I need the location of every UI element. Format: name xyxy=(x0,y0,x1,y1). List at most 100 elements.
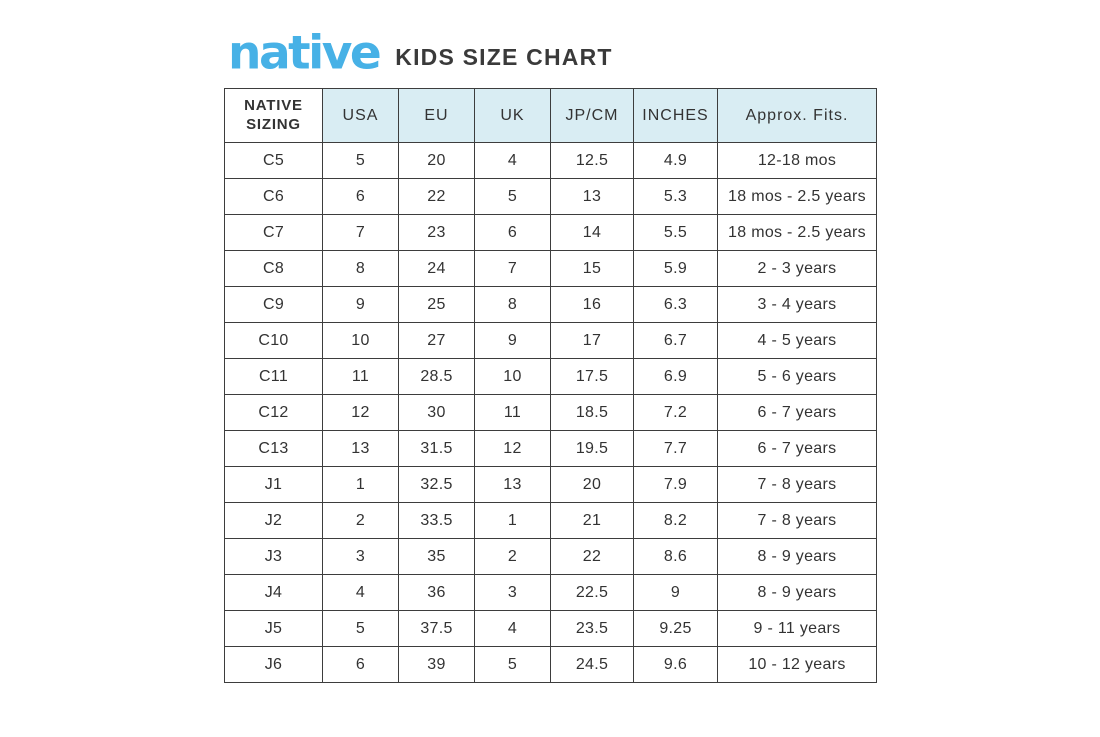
table-row: C13 13 31.5 12 19.5 7.7 6 - 7 years xyxy=(224,430,877,467)
table-cell: 9 xyxy=(633,574,718,611)
table-cell: 8 - 9 years xyxy=(717,574,877,611)
table-cell: 6.7 xyxy=(633,322,718,359)
table-cell: 4 xyxy=(322,574,399,611)
table-cell: 31.5 xyxy=(398,430,475,467)
table-cell: 6 xyxy=(322,178,399,215)
table-cell: 12 xyxy=(322,394,399,431)
size-code-cell: J6 xyxy=(224,646,323,683)
size-code-cell: J3 xyxy=(224,538,323,575)
table-cell: 24 xyxy=(398,250,475,287)
table-cell: 13 xyxy=(550,178,634,215)
table-cell: 10 xyxy=(322,322,399,359)
table-cell: 22.5 xyxy=(550,574,634,611)
table-cell: 11 xyxy=(474,394,551,431)
table-cell: 4 xyxy=(474,610,551,647)
table-row: C5 5 20 4 12.5 4.9 12-18 mos xyxy=(224,142,877,179)
table-cell: 15 xyxy=(550,250,634,287)
table-cell: 9.25 xyxy=(633,610,718,647)
table-cell: 20 xyxy=(550,466,634,503)
table-cell: 21 xyxy=(550,502,634,539)
table-row: J1 1 32.5 13 20 7.9 7 - 8 years xyxy=(224,466,877,503)
table-cell: 13 xyxy=(474,466,551,503)
size-code-cell: C6 xyxy=(224,178,323,215)
table-cell: 22 xyxy=(398,178,475,215)
table-cell: 8.6 xyxy=(633,538,718,575)
table-cell: 13 xyxy=(322,430,399,467)
table-cell: 3 - 4 years xyxy=(717,286,877,323)
table-cell: 3 xyxy=(474,574,551,611)
table-cell: 9 xyxy=(322,286,399,323)
table-cell: 25 xyxy=(398,286,475,323)
table-cell: 4 - 5 years xyxy=(717,322,877,359)
table-cell: 8 xyxy=(474,286,551,323)
table-cell: 16 xyxy=(550,286,634,323)
size-code-cell: C5 xyxy=(224,142,323,179)
size-code-cell: J4 xyxy=(224,574,323,611)
table-body: C5 5 20 4 12.5 4.9 12-18 mos C6 6 22 5 13 5.3 18 mos … xyxy=(224,142,877,683)
native-logo: native xyxy=(228,26,382,81)
table-cell: 7.9 xyxy=(633,466,718,503)
table-cell: 17.5 xyxy=(550,358,634,395)
column-header-eu: EU xyxy=(398,88,475,143)
size-code-cell: J1 xyxy=(224,466,323,503)
table-header-row: NATIVE SIZING USA EU UK JP/CM INCHES App… xyxy=(224,88,877,143)
table-row: J5 5 37.5 4 23.5 9.25 9 - 11 years xyxy=(224,610,877,647)
table-cell: 19.5 xyxy=(550,430,634,467)
table-cell: 4 xyxy=(474,142,551,179)
table-cell: 1 xyxy=(474,502,551,539)
table-cell: 2 xyxy=(474,538,551,575)
column-header-inches: INCHES xyxy=(633,88,718,143)
table-cell: 6.9 xyxy=(633,358,718,395)
table-cell: 33.5 xyxy=(398,502,475,539)
page-title: KIDS SIZE CHART xyxy=(395,43,613,70)
table-cell: 23 xyxy=(398,214,475,251)
table-cell: 4.9 xyxy=(633,142,718,179)
table-cell: 39 xyxy=(398,646,475,683)
size-code-cell: C9 xyxy=(224,286,323,323)
table-row: C7 7 23 6 14 5.5 18 mos - 2.5 years xyxy=(224,214,877,251)
table-cell: 7 xyxy=(322,214,399,251)
table-cell: 12 xyxy=(474,430,551,467)
size-code-cell: C13 xyxy=(224,430,323,467)
table-cell: 2 xyxy=(322,502,399,539)
table-cell: 22 xyxy=(550,538,634,575)
table-cell: 10 - 12 years xyxy=(717,646,877,683)
table-cell: 5.3 xyxy=(633,178,718,215)
table-cell: 8 - 9 years xyxy=(717,538,877,575)
table-cell: 18.5 xyxy=(550,394,634,431)
table-cell: 28.5 xyxy=(398,358,475,395)
table-row: C6 6 22 5 13 5.3 18 mos - 2.5 years xyxy=(224,178,877,215)
table-cell: 20 xyxy=(398,142,475,179)
table-cell: 23.5 xyxy=(550,610,634,647)
table-cell: 6 xyxy=(322,646,399,683)
table-row: J2 2 33.5 1 21 8.2 7 - 8 years xyxy=(224,502,877,539)
table-cell: 12-18 mos xyxy=(717,142,877,179)
table-cell: 32.5 xyxy=(398,466,475,503)
table-cell: 9 - 11 years xyxy=(717,610,877,647)
kids-size-chart-table: NATIVE SIZING USA EU UK JP/CM INCHES App… xyxy=(224,88,877,683)
table-cell: 7.7 xyxy=(633,430,718,467)
table-cell: 27 xyxy=(398,322,475,359)
table-cell: 7.2 xyxy=(633,394,718,431)
table-row: C12 12 30 11 18.5 7.2 6 - 7 years xyxy=(224,394,877,431)
table-cell: 7 xyxy=(474,250,551,287)
table-cell: 14 xyxy=(550,214,634,251)
table-cell: 3 xyxy=(322,538,399,575)
size-code-cell: J2 xyxy=(224,502,323,539)
table-cell: 18 mos - 2.5 years xyxy=(717,214,877,251)
table-row: C8 8 24 7 15 5.9 2 - 3 years xyxy=(224,250,877,287)
table-cell: 10 xyxy=(474,358,551,395)
table-cell: 2 - 3 years xyxy=(717,250,877,287)
table-cell: 18 mos - 2.5 years xyxy=(717,178,877,215)
table-cell: 6.3 xyxy=(633,286,718,323)
table-cell: 12.5 xyxy=(550,142,634,179)
table-cell: 5 - 6 years xyxy=(717,358,877,395)
table-cell: 5 xyxy=(474,178,551,215)
table-cell: 7 - 8 years xyxy=(717,502,877,539)
table-row: C9 9 25 8 16 6.3 3 - 4 years xyxy=(224,286,877,323)
size-code-cell: C10 xyxy=(224,322,323,359)
table-cell: 9.6 xyxy=(633,646,718,683)
table-cell: 6 - 7 years xyxy=(717,394,877,431)
size-code-cell: C7 xyxy=(224,214,323,251)
table-cell: 9 xyxy=(474,322,551,359)
